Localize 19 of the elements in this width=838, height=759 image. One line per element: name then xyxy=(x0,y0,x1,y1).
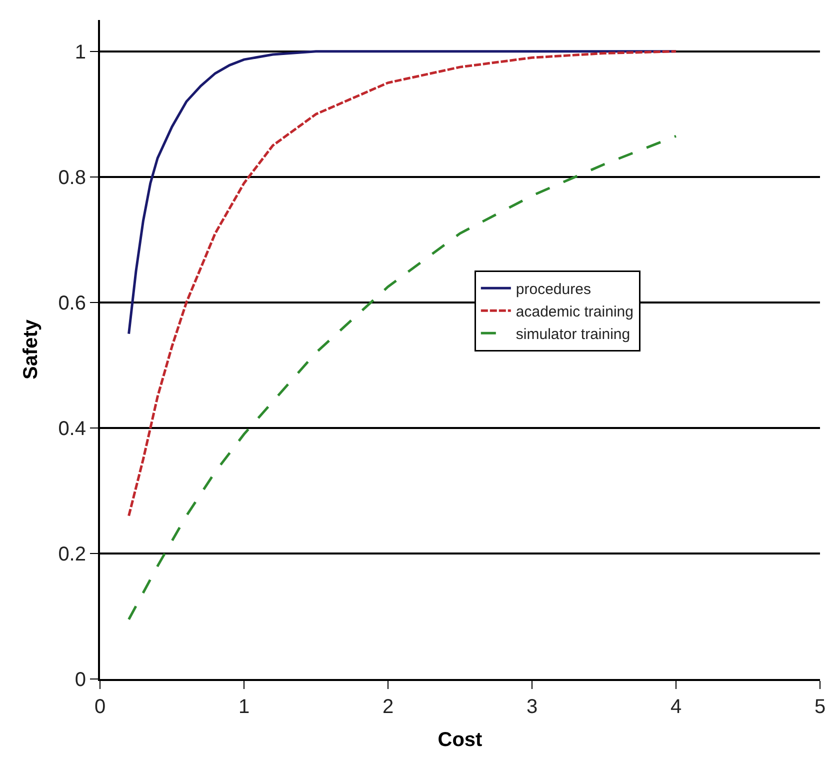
x-tick-label: 1 xyxy=(238,696,250,718)
y-tick-label: 0.4 xyxy=(58,418,86,440)
line-series xyxy=(128,50,678,518)
y-tick-label: 0.6 xyxy=(58,292,86,314)
x-axis-title: Cost xyxy=(438,729,483,751)
legend-label: simulator training xyxy=(516,326,630,344)
line-series xyxy=(128,134,678,621)
y-tick-label: 0.2 xyxy=(58,543,86,566)
y-axis-title: Safety xyxy=(20,318,42,380)
y-tick-label: 0.8 xyxy=(58,166,86,189)
legend-label: academic training xyxy=(516,304,634,321)
x-tick-label: 3 xyxy=(526,696,538,718)
x-tick-label: 5 xyxy=(814,696,826,718)
x-tick-label: 4 xyxy=(670,696,682,718)
legend-label: procedures xyxy=(516,281,591,298)
y-tick-label: 1 xyxy=(74,41,86,64)
y-tick-label: 0 xyxy=(74,669,86,691)
x-tick-label: 0 xyxy=(94,696,106,718)
x-tick-label: 2 xyxy=(382,696,394,718)
